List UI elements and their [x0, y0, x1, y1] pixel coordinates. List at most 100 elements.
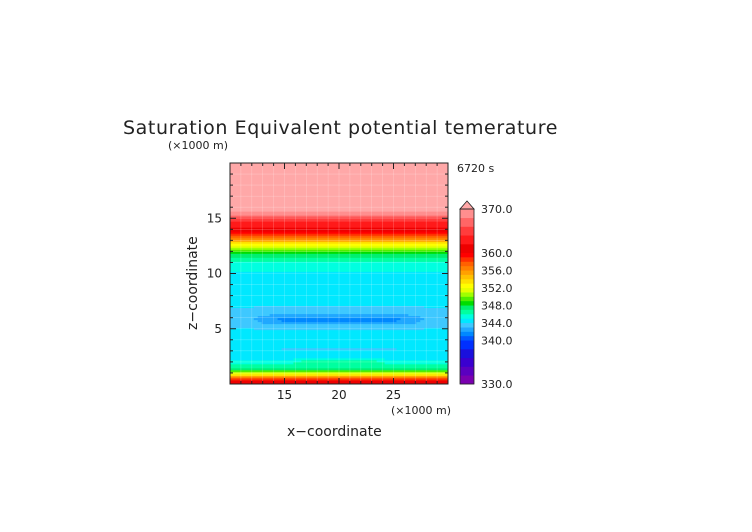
- field-cell: [230, 221, 448, 224]
- field-cell: [230, 285, 448, 288]
- colorbar-swatch: [460, 296, 474, 302]
- colorbar-swatch: [460, 265, 474, 271]
- x-tick-label: 15: [277, 388, 292, 402]
- colorbar: 370.0 360.0 356.0 352.0 348.0 344.0 340.0 330.0: [459, 200, 513, 391]
- field-cell: [230, 269, 448, 272]
- field-cell: [230, 213, 448, 216]
- field-cell: [230, 361, 294, 365]
- field-cell: [230, 245, 448, 248]
- field-cell: [230, 171, 448, 174]
- field-cell: [230, 197, 448, 200]
- field-cell: [230, 181, 448, 184]
- y-tick-label: 10: [207, 267, 222, 281]
- field-cell: [230, 341, 448, 345]
- field-cell: [253, 305, 425, 309]
- colorbar-label: 330.0: [481, 378, 513, 391]
- field-cell: [230, 323, 448, 327]
- colorbar-swatch: [460, 252, 474, 258]
- field-cell: [230, 263, 448, 266]
- field-cell: [416, 321, 448, 325]
- field-cell: [230, 199, 448, 202]
- colorbar-swatch: [460, 226, 474, 236]
- colorbar-swatch: [460, 279, 474, 284]
- field-cell: [230, 319, 259, 323]
- field-cell: [230, 239, 448, 242]
- colorbar-swatch: [460, 305, 474, 310]
- colorbar-swatch: [460, 244, 474, 254]
- field-cell: [253, 317, 278, 321]
- field-cell: [230, 193, 448, 196]
- field-cell: [396, 319, 421, 323]
- colorbar-swatch: [460, 235, 474, 245]
- field-cell: [230, 271, 448, 274]
- colorbar-swatch: [460, 322, 474, 328]
- colorbar-swatch: [460, 270, 474, 275]
- field-cell: [230, 305, 255, 309]
- colorbar-swatch: [460, 327, 474, 332]
- time-label: 6720 s: [457, 162, 494, 175]
- field-cell: [230, 373, 448, 377]
- colorbar-swatch: [460, 261, 474, 267]
- field-cell: [230, 211, 448, 214]
- x-tick-label: 25: [386, 388, 401, 402]
- field-cell: [230, 349, 448, 353]
- field-cell: [230, 337, 448, 341]
- field-cell: [384, 357, 448, 361]
- grid-lines: [229, 162, 449, 385]
- field-cell: [230, 297, 448, 301]
- colorbar-swatch: [460, 257, 474, 262]
- field-cell: [269, 313, 409, 317]
- colorbar-label: 352.0: [481, 282, 513, 295]
- field-cell: [230, 207, 448, 210]
- field-cell: [230, 359, 302, 363]
- field-cell: [424, 305, 448, 309]
- field-cell: [230, 375, 448, 379]
- field-cell: [301, 359, 378, 363]
- field-cell: [230, 329, 448, 333]
- colorbar-label: 340.0: [481, 334, 513, 347]
- field-cell: [277, 317, 401, 321]
- y-axis-title: z−coordinate: [185, 236, 201, 330]
- field-cell: [230, 195, 448, 198]
- field-cell: [230, 267, 448, 270]
- field-cell: [230, 289, 448, 292]
- field-cell: [230, 281, 448, 284]
- field-cell: [281, 319, 397, 323]
- field-cell: [230, 347, 282, 351]
- colorbar-label: 344.0: [481, 317, 513, 330]
- field-cell: [230, 261, 448, 264]
- colorbar-extend-arrow: [459, 200, 475, 210]
- field-cell: [230, 365, 448, 369]
- field-cell: [230, 295, 448, 299]
- colorbar-swatch: [460, 217, 474, 227]
- field-cell: [230, 345, 448, 349]
- field-cell: [230, 229, 448, 232]
- field-cell: [261, 321, 417, 325]
- field-cell: [408, 313, 448, 317]
- field-cell: [230, 293, 448, 296]
- field-cell: [230, 353, 448, 357]
- field-cell: [230, 173, 448, 176]
- field-cell: [230, 203, 448, 206]
- colorbar-swatch: [460, 292, 474, 297]
- field-cell: [230, 247, 448, 250]
- field-cell: [230, 331, 448, 335]
- field-cell: [376, 359, 448, 363]
- colorbar-swatch: [460, 340, 474, 350]
- field-cell: [230, 237, 448, 240]
- colorbar-swatch: [460, 274, 474, 280]
- field-cell: [230, 303, 448, 307]
- field-cell: [281, 347, 397, 351]
- field-cell: [230, 217, 448, 220]
- field-cell: [230, 343, 448, 347]
- field-cell: [230, 309, 448, 313]
- field-cell: [230, 249, 448, 252]
- field-cell: [230, 201, 448, 204]
- colorbar-swatch: [460, 331, 474, 337]
- field-cell: [230, 371, 448, 375]
- field-cell: [230, 283, 448, 286]
- field-cell: [230, 209, 448, 212]
- colorbar-frame: [459, 208, 475, 385]
- field-cell: [230, 287, 448, 290]
